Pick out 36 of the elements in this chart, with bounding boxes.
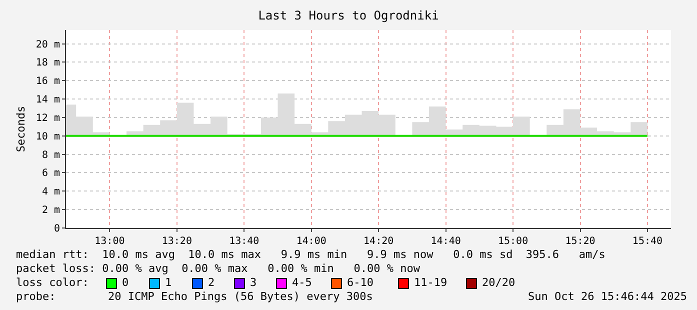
text: 0 xyxy=(122,276,129,289)
x-tick-label: 15:40 xyxy=(632,236,663,247)
y-tick-label: 12 m xyxy=(36,112,60,124)
y-tick-label: 6 m xyxy=(42,168,60,180)
y-tick-label: 8 m xyxy=(42,150,60,161)
text: 6-10 xyxy=(347,276,374,289)
y-tick-label: 20 m xyxy=(36,39,60,50)
text: 20 ICMP Echo Pings (56 Bytes) every 300s xyxy=(108,290,373,303)
y-tick-label: 14 m xyxy=(36,94,60,106)
x-tick-label: 15:20 xyxy=(565,236,596,247)
text: probe: xyxy=(16,290,56,303)
y-tick-label: 10 m xyxy=(36,131,60,142)
text: 11-19 xyxy=(414,276,448,289)
text: 1 xyxy=(165,276,172,289)
y-tick-label: 16 m xyxy=(36,76,60,88)
x-tick-label: 15:00 xyxy=(498,236,528,247)
y-tick-label: 0 xyxy=(54,224,60,234)
text: 2 xyxy=(208,276,215,289)
text: loss color: xyxy=(16,276,89,289)
x-tick-label: 14:20 xyxy=(364,236,394,247)
text: 20/20 xyxy=(482,276,516,289)
chart-title: Last 3 Hours to Ogrodniki xyxy=(258,8,439,22)
text: median rtt: 10.0 ms avg 10.0 ms max 9.9 ms min 9.9 ms now 0.0 ms sd 395.6 am/s xyxy=(16,248,606,261)
y-tick-label: 4 m xyxy=(42,186,60,198)
x-tick-label: 14:40 xyxy=(430,236,461,247)
text: packet loss: 0.00 % avg 0.00 % max 0.00 % min 0.00 % now xyxy=(16,262,420,275)
x-tick-label: 13:40 xyxy=(229,236,260,247)
x-tick-label: 13:00 xyxy=(94,236,125,247)
text: 4-5 xyxy=(292,276,312,289)
x-tick-label: 13:20 xyxy=(162,236,192,247)
y-tick-label: 2 m xyxy=(42,205,60,216)
y-axis-title: Seconds xyxy=(14,106,28,152)
text: 3 xyxy=(250,276,257,289)
x-tick-label: 14:00 xyxy=(296,236,326,247)
text: Sun Oct 26 15:46:44 2025 xyxy=(528,290,687,303)
y-tick-label: 18 m xyxy=(36,58,60,69)
